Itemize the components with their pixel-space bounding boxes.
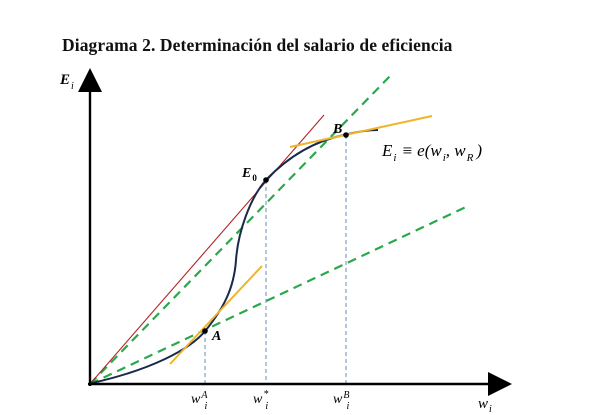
tick-wstar: w* i xyxy=(253,389,268,412)
point-A-label: A xyxy=(211,329,221,344)
point-A-marker xyxy=(202,328,208,334)
tick-wA: wA i xyxy=(191,390,208,412)
effort-function-label: Ei ≡ e(wi, wR) xyxy=(381,141,482,164)
tangent-at-B xyxy=(289,115,433,148)
tangent-from-origin xyxy=(89,114,325,385)
point-E0-marker xyxy=(263,177,269,183)
effort-curve xyxy=(91,129,379,384)
diagram-title: Diagrama 2. Determinación del salario de… xyxy=(62,35,453,55)
point-B-label: B xyxy=(332,122,342,137)
point-B-marker xyxy=(343,132,349,138)
tick-wB: wB i xyxy=(333,390,349,412)
x-axis-label: wi xyxy=(478,396,492,415)
y-axis-label: Ei xyxy=(59,72,74,92)
point-E0-label: E0 xyxy=(241,166,257,183)
tangent-at-A xyxy=(169,265,263,365)
ray-shallow xyxy=(89,205,469,385)
